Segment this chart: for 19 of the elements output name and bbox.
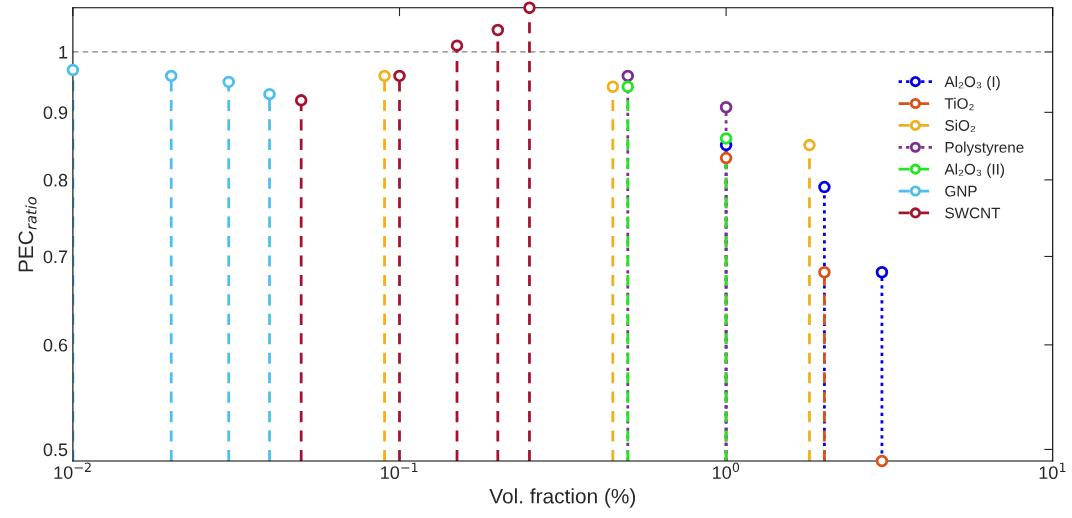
legend-label: GNP — [945, 185, 977, 197]
x-tick-label: 10$^{1}$ — [1039, 462, 1066, 480]
y-tick-label: 1 — [59, 46, 68, 59]
x-tick-label: 10$^{−1}$ — [381, 462, 418, 480]
y-tick-label: 0.9 — [43, 106, 68, 120]
y-tick-label: 0.5 — [43, 443, 68, 457]
x-tick-label: 10$^{0}$ — [713, 462, 740, 480]
legend-label: Polystyrene — [945, 141, 1024, 156]
y-tick-label: 0.8 — [43, 173, 68, 187]
x-tick-label: 10$^{−2}$ — [54, 462, 91, 480]
y-tick-label: 0.6 — [43, 338, 68, 352]
y-axis-title: PEC$_{ratio}$ — [18, 197, 37, 272]
legend-label: Al₂O₃ (I) — [944, 75, 1000, 91]
x-axis-title: Vol. fraction (%) — [489, 488, 636, 508]
legend-label: TiO₂ — [944, 97, 974, 111]
legend-label: SiO₂ — [945, 119, 976, 133]
y-tick-label: 0.7 — [43, 250, 68, 264]
legend-label: Al₂O₃ (II) — [944, 163, 1005, 178]
legend-label: SWCNT — [945, 207, 1001, 219]
